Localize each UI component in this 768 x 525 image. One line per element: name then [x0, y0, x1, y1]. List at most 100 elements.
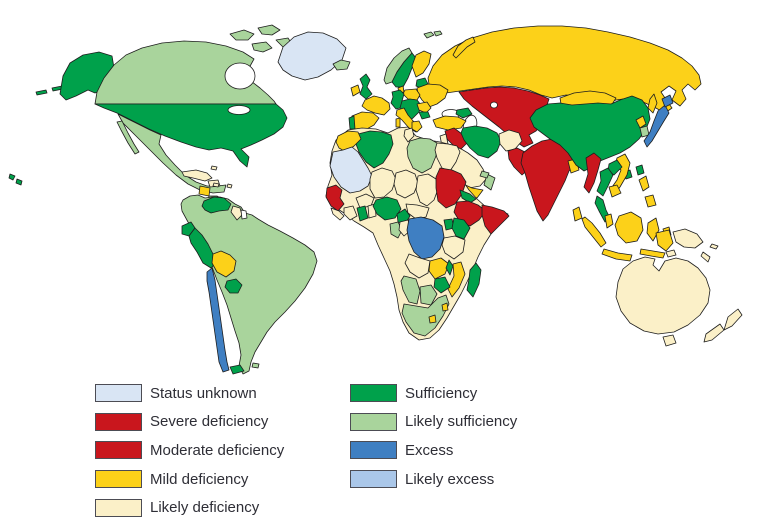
legend-swatch-excess: [350, 441, 397, 460]
region-hawaii: [15, 178, 23, 186]
region-burkina-faso: [355, 193, 375, 209]
legend-swatch-likely_deficiency: [95, 498, 142, 517]
region-cuba: [181, 169, 213, 182]
region-greenland: [277, 31, 347, 81]
region-syria-iraq: [444, 127, 469, 150]
region-arctic-islands: [257, 24, 281, 36]
region-dr-congo: [406, 216, 445, 260]
region-angola: [404, 253, 431, 279]
region-suriname: [240, 209, 248, 220]
region-tasmania: [662, 334, 677, 347]
region-mexico: [117, 113, 227, 194]
region-egypt: [434, 142, 461, 172]
region-swaziland: [441, 302, 449, 312]
region-france: [361, 95, 391, 116]
region-romania: [416, 101, 432, 114]
region-portugal: [348, 115, 356, 130]
legend-column-right: Sufficiency Likely sufficiency Excess Likel…: [350, 384, 517, 499]
region-south-africa: [401, 294, 450, 337]
region-afghanistan: [498, 129, 523, 152]
region-sakhalin: [647, 93, 658, 114]
legend-swatch-mild_deficiency: [95, 470, 142, 489]
region-mali: [369, 167, 397, 199]
region-sierra-leone-liberia: [330, 207, 345, 221]
region-kenya: [451, 217, 471, 240]
region-sudan: [435, 167, 467, 209]
region-taiwan: [635, 164, 645, 176]
region-finland: [411, 50, 432, 78]
region-paraguay: [224, 278, 243, 294]
legend-label: Likely excess: [405, 470, 495, 488]
legend-swatch-likely_sufficiency: [350, 412, 397, 431]
legend-label: Mild deficiency: [150, 470, 249, 488]
region-ghana: [356, 205, 369, 222]
legend-item: Excess: [350, 441, 517, 460]
region-canada: [94, 40, 277, 105]
legend-label: Likely sufficiency: [405, 413, 518, 431]
region-falkland: [251, 362, 260, 369]
region-iceland: [332, 59, 351, 71]
region-greece: [411, 120, 423, 133]
region-chad: [415, 173, 439, 207]
region-usa: [94, 103, 288, 168]
legend-item: Likely deficiency: [95, 498, 284, 517]
region-west-papua: [655, 229, 674, 252]
region-eritrea: [459, 189, 477, 204]
region-niger: [393, 169, 419, 199]
legend-swatch-likely_excess: [350, 470, 397, 489]
legend-item: Sufficiency: [350, 384, 517, 402]
region-antilles: [226, 183, 233, 189]
legend-label: Severe deficiency: [150, 413, 269, 431]
legend-swatch-moderate_deficiency: [95, 441, 142, 460]
region-botswana: [419, 284, 438, 306]
region-bahamas: [210, 165, 218, 171]
region-hawaii: [8, 173, 16, 181]
legend-swatch-sufficiency: [350, 384, 397, 402]
region-svalbard: [423, 31, 435, 39]
region-new-caledonia: [700, 251, 711, 263]
region-guatemala: [198, 185, 211, 197]
region-myanmar: [583, 152, 602, 194]
region-papua-new-guinea: [672, 228, 704, 249]
legend-label: Excess: [405, 441, 454, 459]
region-mozambique: [447, 261, 466, 298]
region-tunisia: [403, 127, 415, 143]
region-lesotho: [428, 314, 437, 324]
region-algeria: [355, 130, 394, 169]
region-timor: [665, 249, 677, 258]
region-iran: [460, 125, 502, 159]
region-java: [601, 248, 633, 262]
region-sri-lanka: [572, 206, 583, 222]
region-zimbabwe: [433, 276, 451, 294]
region-sumatra: [581, 216, 607, 248]
region-lesser-sunda: [639, 248, 666, 259]
region-central-asia: [458, 86, 550, 148]
region-tierra-del-fuego: [229, 364, 245, 375]
region-philippines-mindanao: [644, 194, 657, 208]
region-bulgaria: [418, 111, 431, 120]
region-ireland: [350, 84, 361, 97]
region-south-america: [180, 194, 318, 375]
legend-label: Status unknown: [150, 384, 257, 402]
region-north-korea: [635, 115, 647, 129]
legend-label: Sufficiency: [405, 384, 478, 402]
region-turkey: [432, 115, 467, 131]
legend-item: Status unknown: [95, 384, 284, 402]
region-nz-north-island: [723, 308, 743, 331]
region-uk: [359, 73, 373, 100]
region-nz-south-island: [703, 323, 725, 343]
region-hokkaido: [661, 94, 674, 108]
legend-item: Severe deficiency: [95, 412, 284, 431]
region-chile: [206, 267, 230, 373]
region-madagascar: [466, 262, 482, 298]
region-gabon: [389, 221, 403, 239]
legend-item: Likely sufficiency: [350, 412, 518, 431]
great-lakes: [227, 105, 251, 115]
region-central-african-republic: [405, 203, 430, 220]
region-somalia: [481, 204, 510, 235]
legend-swatch-severe_deficiency: [95, 412, 142, 431]
legend-item: Likely excess: [350, 470, 517, 489]
region-venezuela: [201, 196, 232, 214]
aral-sea: [490, 101, 498, 109]
